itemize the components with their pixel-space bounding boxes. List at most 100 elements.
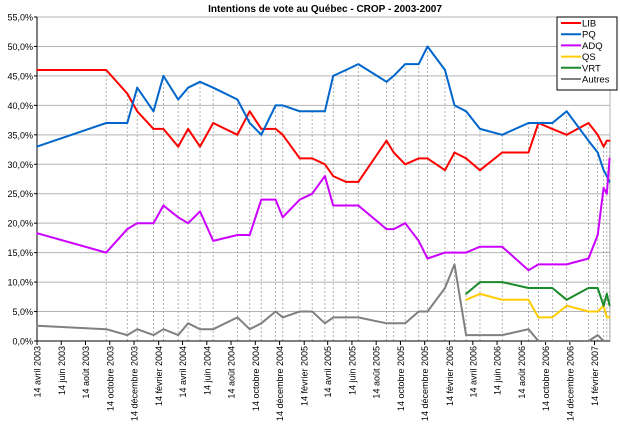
data-point-autres bbox=[479, 334, 481, 337]
data-point-vrt bbox=[565, 298, 568, 301]
data-point-autres bbox=[311, 310, 314, 313]
data-point-lib bbox=[444, 169, 446, 172]
data-point-autres bbox=[345, 316, 347, 319]
data-point-adq bbox=[298, 198, 301, 201]
data-point-adq bbox=[323, 175, 326, 177]
data-point-pq bbox=[105, 122, 108, 124]
x-tick-label: 14 juin 2005 bbox=[347, 346, 357, 395]
y-tick-label: 30,0% bbox=[7, 160, 33, 170]
data-point-qs bbox=[587, 310, 590, 313]
data-point-lib bbox=[105, 69, 108, 71]
data-point-lib bbox=[596, 133, 599, 136]
data-point-pq bbox=[260, 133, 263, 136]
data-point-lib bbox=[465, 157, 467, 160]
data-point-autres bbox=[551, 340, 554, 342]
data-point-lib bbox=[587, 122, 590, 124]
data-point-qs bbox=[605, 316, 608, 319]
y-tick-label: 10,0% bbox=[7, 278, 33, 288]
y-tick-label: 55,0% bbox=[7, 13, 33, 23]
data-point-adq bbox=[126, 228, 129, 230]
data-point-autres bbox=[404, 322, 407, 325]
data-point-autres bbox=[177, 334, 180, 337]
data-point-autres bbox=[323, 322, 326, 325]
data-point-qs bbox=[565, 304, 568, 307]
data-point-vrt bbox=[537, 287, 540, 289]
data-point-lib bbox=[298, 157, 301, 160]
data-point-lib bbox=[345, 181, 347, 183]
series-line-pq bbox=[36, 45, 611, 183]
data-point-autres bbox=[605, 340, 608, 342]
x-tick-label: 14 août 2005 bbox=[372, 346, 382, 399]
data-point-lib bbox=[311, 157, 314, 160]
data-point-autres bbox=[152, 334, 155, 337]
data-point-adq bbox=[417, 239, 420, 242]
data-point-vrt bbox=[608, 304, 611, 307]
data-point-qs bbox=[596, 310, 599, 313]
data-point-adq bbox=[236, 234, 239, 236]
data-point-adq bbox=[212, 239, 215, 242]
data-point-pq bbox=[212, 86, 215, 89]
data-point-adq bbox=[565, 263, 568, 266]
x-tick-label: 14 octobre 2006 bbox=[541, 346, 551, 411]
data-point-autres bbox=[453, 263, 456, 266]
data-point-lib bbox=[551, 128, 554, 130]
data-point-lib bbox=[501, 151, 504, 154]
data-point-vrt bbox=[596, 287, 599, 289]
data-point-adq bbox=[392, 228, 395, 230]
data-point-lib bbox=[187, 128, 190, 130]
data-point-autres bbox=[136, 328, 139, 331]
data-point-lib bbox=[385, 139, 388, 142]
legend-label-adq: ADQ bbox=[582, 41, 603, 52]
legend-box bbox=[556, 16, 618, 91]
x-tick-label: 14 octobre 2003 bbox=[105, 346, 115, 411]
data-point-pq bbox=[323, 110, 326, 113]
data-point-autres bbox=[385, 322, 388, 325]
series-lines bbox=[36, 45, 611, 342]
data-point-autres bbox=[444, 287, 446, 289]
data-point-vrt bbox=[479, 281, 481, 283]
y-tick-label: 45,0% bbox=[7, 71, 33, 81]
data-point-pq bbox=[187, 86, 190, 89]
data-point-autres bbox=[587, 340, 590, 342]
data-point-vrt bbox=[605, 292, 608, 295]
data-point-adq bbox=[248, 234, 251, 236]
data-point-adq bbox=[453, 251, 456, 254]
data-point-pq bbox=[136, 86, 139, 89]
data-point-lib bbox=[357, 181, 360, 183]
x-tick-label: 14 juin 2004 bbox=[202, 346, 212, 395]
y-axis: 0,0% 5,0% 10,0% 15,0% 20,0% 25,0% 30,0% 35,0% 40… bbox=[7, 13, 38, 347]
data-point-vrt bbox=[527, 287, 530, 289]
data-point-pq bbox=[537, 122, 540, 124]
data-point-qs bbox=[465, 298, 467, 301]
data-point-pq bbox=[392, 75, 395, 77]
data-point-pq bbox=[527, 122, 530, 124]
data-point-qs bbox=[527, 298, 530, 301]
x-tick-label: 14 juin 2003 bbox=[57, 346, 67, 395]
data-point-lib bbox=[199, 145, 201, 148]
x-tick-label: 14 décembre 2005 bbox=[420, 346, 430, 421]
data-point-lib bbox=[36, 69, 38, 71]
x-axis: 14 avril 2003 14 juin 2003 14 août 2003 14 … bbox=[33, 340, 610, 421]
data-point-pq bbox=[385, 80, 388, 83]
data-point-vrt bbox=[602, 304, 605, 307]
data-point-adq bbox=[311, 192, 314, 195]
data-point-lib bbox=[404, 163, 407, 166]
x-tick-label: 14 décembre 2006 bbox=[565, 346, 575, 421]
data-point-lib bbox=[236, 133, 239, 136]
data-point-autres bbox=[357, 316, 360, 319]
data-point-adq bbox=[444, 251, 446, 254]
data-point-pq bbox=[551, 122, 554, 124]
data-point-pq bbox=[199, 80, 201, 83]
y-tick-label: 25,0% bbox=[7, 189, 33, 199]
data-point-autres bbox=[501, 334, 504, 337]
data-point-adq bbox=[602, 186, 605, 189]
x-tick-label: 14 décembre 2004 bbox=[275, 346, 285, 421]
data-point-adq bbox=[385, 228, 388, 230]
data-point-lib bbox=[426, 157, 429, 160]
data-point-adq bbox=[587, 257, 590, 260]
data-point-autres bbox=[236, 316, 239, 319]
data-point-pq bbox=[417, 63, 420, 66]
data-point-adq bbox=[136, 222, 139, 225]
x-tick-label: 14 février 2006 bbox=[445, 346, 455, 406]
